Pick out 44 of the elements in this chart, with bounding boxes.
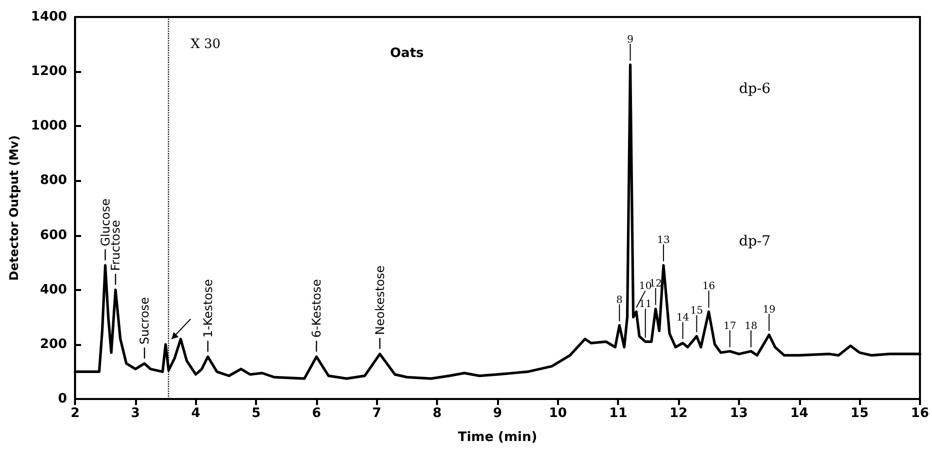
y-tick-label: 0 — [58, 392, 68, 406]
annotation: 9 — [627, 34, 634, 46]
x-tick-label: 9 — [492, 406, 502, 421]
ref-line-label: X 30 — [190, 37, 221, 52]
y-tick-label: 200 — [40, 336, 68, 352]
x-tick-label: 6 — [312, 406, 321, 421]
y-tick-label: 600 — [40, 228, 68, 243]
x-axis-title: Time (min) — [458, 430, 538, 445]
x-tick-label: 8 — [432, 406, 442, 421]
x-tick-label: 2 — [70, 406, 80, 421]
annotation: 6-Kestose — [309, 279, 324, 338]
annotation: dp-6 — [738, 80, 771, 97]
y-tick-label: 800 — [40, 173, 68, 188]
y-tick-label: 1200 — [30, 64, 68, 80]
x-tick-label: 12 — [670, 406, 688, 421]
annotation: 1-Kestose — [200, 279, 215, 338]
annotation: 16 — [702, 281, 716, 292]
y-tick-label: 1000 — [30, 118, 68, 134]
annotation: Sucrose — [137, 297, 152, 345]
annotation: 18 — [744, 320, 758, 332]
x-tick-label: 16 — [910, 406, 929, 421]
annotation: Neokestose — [372, 265, 387, 335]
x-tick-label: 3 — [130, 406, 140, 421]
x-tick-label: 11 — [609, 406, 628, 421]
x-tick-label: 7 — [372, 406, 382, 421]
x-tick-label: 13 — [730, 406, 748, 421]
x-tick-label: 15 — [850, 406, 869, 421]
annotation: 8 — [616, 294, 623, 306]
y-axis-title: Detector Output (Mv) — [7, 135, 21, 281]
annotation: 14 — [676, 312, 690, 324]
x-tick-label: 14 — [790, 406, 808, 421]
y-tick-label: 1400 — [30, 10, 68, 24]
annotation: dp-7 — [738, 234, 771, 250]
annotation: 13 — [657, 234, 670, 246]
text: Oats — [390, 46, 424, 61]
x-tick-label: 10 — [548, 406, 567, 421]
y-tick-label: 400 — [40, 282, 68, 298]
annotation: 11 — [639, 299, 652, 310]
annotation: 10 — [638, 281, 652, 292]
x-tick-label: 4 — [191, 406, 200, 421]
annotation: 15 — [690, 306, 704, 317]
annotation: 17 — [723, 320, 736, 332]
x-tick-label: 5 — [252, 406, 261, 421]
annotation: 19 — [762, 304, 776, 316]
